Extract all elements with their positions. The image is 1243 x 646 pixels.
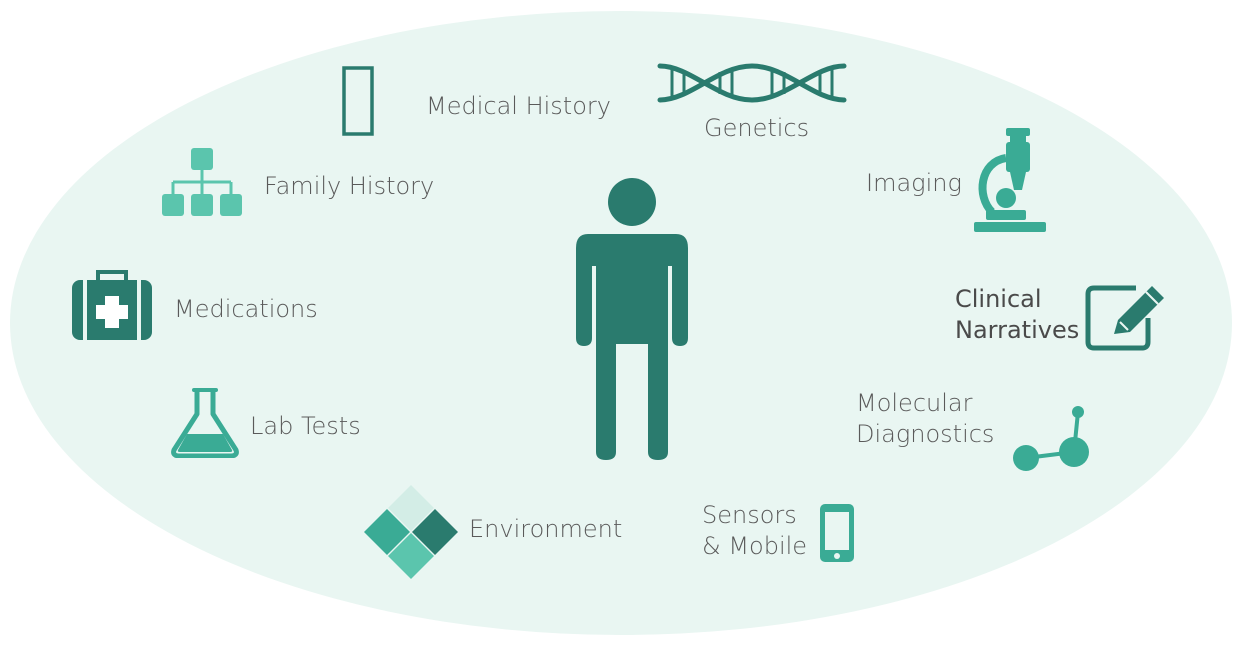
imaging-label: Imaging <box>866 169 962 197</box>
medical-history-label: Medical History <box>426 92 611 120</box>
person-icon <box>576 178 688 460</box>
molecular-diagnostics-label-line1: Molecular <box>856 389 973 417</box>
sensors-mobile-label-line1: Sensors <box>702 501 797 529</box>
flask-icon <box>171 388 239 458</box>
pencil-note-icon <box>1085 285 1164 351</box>
microscope-icon <box>974 128 1046 232</box>
mobile-phone-icon <box>820 504 854 562</box>
family-tree-icon <box>162 148 242 216</box>
genetics-label: Genetics <box>704 114 810 142</box>
environment-label: Environment <box>469 515 623 543</box>
sensors-mobile-label-line2: & Mobile <box>702 532 808 560</box>
clinical-narratives-label-line2: Narratives <box>955 316 1080 344</box>
molecular-diagnostics-label-line2: Diagnostics <box>856 420 995 448</box>
environment-diamond-icon <box>364 485 458 579</box>
dna-icon <box>657 63 847 103</box>
molecule-icon <box>1013 406 1089 471</box>
clinical-narratives-label-line1: Clinical <box>955 285 1042 313</box>
family-history-label: Family History <box>264 172 435 200</box>
medications-label: Medications <box>174 295 318 323</box>
first-aid-kit-icon <box>72 270 152 340</box>
lab-tests-label: Lab Tests <box>250 412 361 440</box>
medical-history-icon <box>342 66 374 136</box>
